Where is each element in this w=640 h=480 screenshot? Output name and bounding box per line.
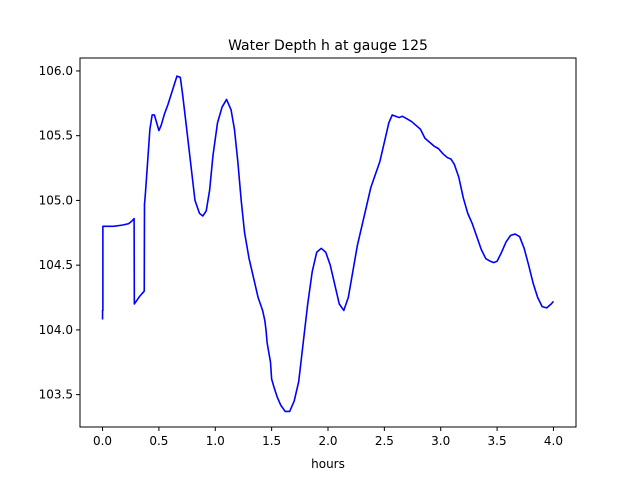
x-tick-label: 2.5 [375, 434, 394, 448]
y-axis-ticks: 103.5 104.0 104.5 105.0 105.5 106.0 [39, 64, 80, 402]
y-tick-label: 103.5 [39, 388, 73, 402]
x-tick-label: 3.5 [488, 434, 507, 448]
plot-area [101, 75, 555, 413]
chart-title: Water Depth h at gauge 125 [228, 38, 428, 54]
x-tick-label: 1.0 [206, 434, 225, 448]
x-tick-label: 0.0 [93, 434, 112, 448]
y-tick-label: 105.5 [39, 129, 73, 143]
plot-frame [79, 57, 577, 428]
y-tick-label: 106.0 [39, 64, 73, 78]
x-axis-ticks: 0.0 0.5 1.0 1.5 2.0 2.5 3.0 3.5 4.0 [93, 427, 563, 448]
x-tick-label: 0.5 [149, 434, 168, 448]
x-tick-label: 1.5 [262, 434, 281, 448]
series-line-0 [101, 75, 555, 413]
y-tick-label: 105.0 [39, 193, 73, 207]
y-tick-label: 104.0 [39, 323, 73, 337]
x-axis-label: hours [311, 457, 345, 471]
x-tick-label: 2.0 [318, 434, 337, 448]
y-tick-label: 104.5 [39, 258, 73, 272]
x-tick-label: 3.0 [431, 434, 450, 448]
x-tick-label: 4.0 [544, 434, 563, 448]
